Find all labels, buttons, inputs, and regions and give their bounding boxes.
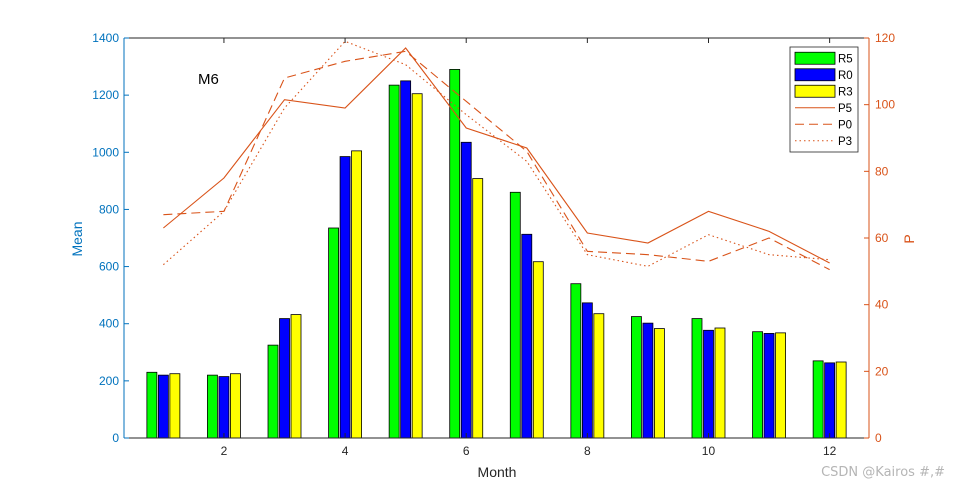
bar-r5-month-2: [207, 374, 218, 439]
bar-r5-month-11: [752, 331, 763, 439]
y-axis-left-label: Mean: [69, 221, 85, 256]
bar-r0-month-3: [279, 318, 290, 439]
bar-r3-month-7: [532, 261, 544, 439]
x-tick-label-2: 2: [221, 444, 228, 458]
y-right-tick-label-0: 0: [875, 431, 882, 445]
bar-r0-month-4: [339, 156, 351, 439]
legend-label-r5: R5: [838, 53, 853, 65]
bar-r5-month-8: [570, 283, 582, 439]
bar-r5-month-6: [449, 69, 461, 439]
legend-label-r0: R0: [838, 70, 853, 82]
watermark: CSDN @Kairos #,#: [821, 465, 945, 480]
bar-r5-month-10: [691, 318, 703, 439]
bar-r0-month-5: [400, 80, 412, 439]
plot-background: [124, 38, 869, 438]
bar-r5-month-1: [146, 371, 158, 439]
y-right-tick-label-120: 120: [875, 31, 895, 45]
chart-annotation: M6: [198, 71, 219, 88]
bar-r0-month-8: [581, 302, 593, 439]
axes-group: 2 4 6 8 10 1202004006008001000120014000204060…: [92, 31, 895, 458]
bar-r0-month-2: [218, 376, 230, 439]
legend-swatch-r0: [794, 68, 836, 82]
legend-label-p3: P3: [838, 136, 852, 148]
y-right-tick-label-60: 60: [875, 231, 889, 245]
y-left-tick-label-0: 0: [112, 431, 119, 445]
bar-r0-month-11: [763, 333, 775, 439]
plot-area: [124, 38, 869, 438]
line-p0: [163, 50, 830, 271]
bar-r0-month-7: [521, 233, 533, 439]
legend-label-r3: R3: [838, 86, 853, 98]
bar-r3-month-4: [351, 150, 362, 439]
y-left-tick-label-800: 800: [99, 202, 119, 216]
y-left-tick-label-600: 600: [99, 260, 119, 274]
y-left-tick-label-1400: 1400: [92, 31, 119, 45]
bar-r3-month-5: [411, 93, 423, 439]
x-tick-label-10: 10: [702, 444, 716, 458]
x-tick-label-12: 12: [823, 444, 837, 458]
line-p5: [163, 47, 830, 264]
y-left-tick-label-1000: 1000: [92, 145, 119, 159]
legend-label-p5: P5: [838, 103, 852, 115]
bar-r5-month-3: [267, 344, 279, 439]
legend-swatch-r5: [794, 51, 836, 65]
line-p3: [163, 40, 830, 267]
bar-r0-month-1: [157, 374, 169, 439]
y-right-tick-label-20: 20: [875, 364, 889, 378]
bar-r3-month-11: [775, 332, 786, 439]
legend: R5 R0 R3 P5 P0 P3: [789, 46, 859, 153]
bar-r5-month-9: [631, 316, 642, 439]
x-tick-label-4: 4: [342, 444, 349, 458]
x-axis-label: Month: [478, 464, 517, 480]
y-right-tick-label-100: 100: [875, 98, 895, 112]
bar-r3-month-6: [472, 178, 484, 439]
bar-r3-month-10: [714, 327, 726, 439]
bar-r3-month-2: [230, 373, 241, 439]
x-tick-label-6: 6: [463, 444, 470, 458]
bar-r3-month-9: [654, 328, 665, 439]
x-tick-label-8: 8: [584, 444, 591, 458]
y-right-tick-label-40: 40: [875, 298, 889, 312]
bar-r3-month-8: [593, 313, 605, 439]
bar-r5-month-7: [509, 191, 521, 439]
legend-swatch-r3: [794, 84, 836, 98]
bar-r3-month-3: [290, 314, 302, 439]
y-left-tick-label-400: 400: [99, 317, 119, 331]
bar-r0-month-12: [824, 362, 836, 439]
bar-r3-month-1: [169, 373, 181, 439]
bar-r3-month-12: [835, 361, 847, 439]
bar-r5-month-4: [328, 227, 339, 439]
y-left-tick-label-200: 200: [99, 374, 119, 388]
legend-label-p0: P0: [838, 119, 852, 131]
bar-r0-month-6: [460, 141, 472, 439]
y-left-tick-label-1200: 1200: [92, 88, 119, 102]
bar-r5-month-12: [812, 360, 824, 439]
bar-r0-month-9: [642, 322, 654, 439]
y-axis-right-label: P: [901, 234, 917, 243]
bar-r5-month-5: [388, 84, 400, 439]
y-right-tick-label-80: 80: [875, 164, 889, 178]
bar-r0-month-10: [703, 329, 714, 439]
line-series-group: [163, 40, 830, 271]
